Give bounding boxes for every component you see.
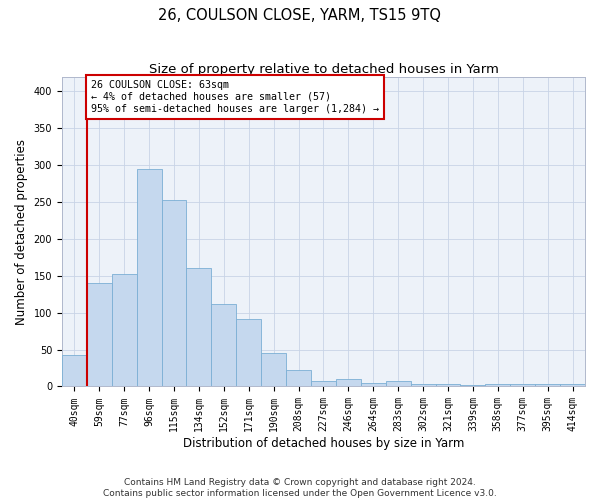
Bar [286,370,311,386]
Bar [236,320,261,386]
X-axis label: Distribution of detached houses by size in Yarm: Distribution of detached houses by size … [183,437,464,450]
Bar [510,384,535,386]
Bar [560,384,585,386]
Text: Contains HM Land Registry data © Crown copyright and database right 2024.
Contai: Contains HM Land Registry data © Crown c… [103,478,497,498]
Bar [535,384,560,386]
Bar [361,383,386,386]
Bar [485,384,510,386]
Bar [62,356,87,386]
Bar [137,169,161,386]
Bar [311,380,336,386]
Bar [161,200,187,386]
Bar [460,385,485,386]
Bar [410,384,436,386]
Bar [187,268,211,386]
Bar [87,283,112,387]
Text: 26 COULSON CLOSE: 63sqm
← 4% of detached houses are smaller (57)
95% of semi-det: 26 COULSON CLOSE: 63sqm ← 4% of detached… [91,80,379,114]
Text: 26, COULSON CLOSE, YARM, TS15 9TQ: 26, COULSON CLOSE, YARM, TS15 9TQ [158,8,442,22]
Bar [436,384,460,386]
Bar [211,304,236,386]
Bar [261,352,286,386]
Bar [336,379,361,386]
Bar [386,380,410,386]
Bar [112,274,137,386]
Title: Size of property relative to detached houses in Yarm: Size of property relative to detached ho… [149,62,499,76]
Y-axis label: Number of detached properties: Number of detached properties [15,138,28,324]
